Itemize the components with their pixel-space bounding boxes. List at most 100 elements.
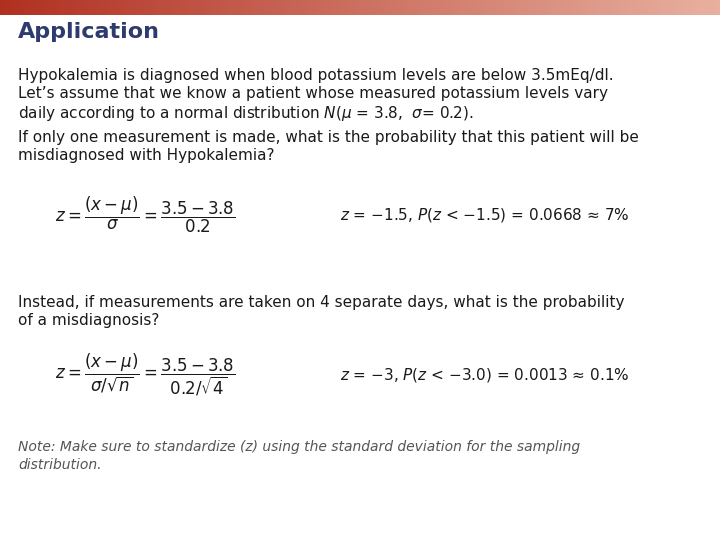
Bar xyxy=(511,0,513,15)
Bar xyxy=(648,0,650,15)
Bar xyxy=(271,0,274,15)
Bar xyxy=(523,0,526,15)
Bar xyxy=(182,0,185,15)
Bar xyxy=(331,0,333,15)
Bar xyxy=(338,0,341,15)
Bar xyxy=(552,0,554,15)
Bar xyxy=(346,0,348,15)
Bar xyxy=(634,0,636,15)
Bar xyxy=(14,0,17,15)
Bar xyxy=(38,0,41,15)
Bar xyxy=(341,0,343,15)
Bar xyxy=(55,0,58,15)
Bar xyxy=(283,0,286,15)
Bar xyxy=(290,0,293,15)
Bar xyxy=(444,0,446,15)
Bar xyxy=(9,0,12,15)
Text: $z$ = −1.5, $P$($z$ < −1.5) = 0.0668 ≈ 7%: $z$ = −1.5, $P$($z$ < −1.5) = 0.0668 ≈ 7… xyxy=(340,206,629,224)
Bar xyxy=(153,0,156,15)
Bar xyxy=(240,0,243,15)
Bar xyxy=(211,0,214,15)
Bar xyxy=(518,0,521,15)
Bar xyxy=(549,0,552,15)
Bar xyxy=(333,0,336,15)
Bar xyxy=(365,0,367,15)
Bar xyxy=(410,0,413,15)
Bar xyxy=(495,0,497,15)
Bar xyxy=(163,0,166,15)
Bar xyxy=(94,0,96,15)
Bar xyxy=(557,0,559,15)
Bar xyxy=(526,0,528,15)
Bar xyxy=(600,0,603,15)
Bar xyxy=(247,0,250,15)
Bar xyxy=(307,0,310,15)
Bar xyxy=(113,0,115,15)
Bar xyxy=(477,0,480,15)
Bar xyxy=(326,0,329,15)
Bar xyxy=(351,0,353,15)
Bar xyxy=(230,0,233,15)
Bar xyxy=(130,0,132,15)
Bar xyxy=(434,0,437,15)
Bar xyxy=(439,0,441,15)
Bar xyxy=(418,0,420,15)
Bar xyxy=(348,0,351,15)
Bar xyxy=(401,0,403,15)
Bar xyxy=(322,0,324,15)
Bar xyxy=(45,0,48,15)
Bar xyxy=(459,0,461,15)
Bar xyxy=(151,0,153,15)
Bar xyxy=(528,0,531,15)
Bar xyxy=(5,0,7,15)
Text: Note: Make sure to standardize (z) using the standard deviation for the sampling: Note: Make sure to standardize (z) using… xyxy=(18,440,580,454)
Bar xyxy=(369,0,372,15)
Bar xyxy=(166,0,168,15)
Bar xyxy=(588,0,590,15)
Bar xyxy=(22,0,24,15)
Bar xyxy=(711,0,713,15)
Bar xyxy=(480,0,482,15)
Bar xyxy=(693,0,696,15)
Bar xyxy=(621,0,624,15)
Bar xyxy=(117,0,120,15)
Bar xyxy=(135,0,137,15)
Bar xyxy=(612,0,614,15)
Bar xyxy=(79,0,81,15)
Bar xyxy=(180,0,182,15)
Bar xyxy=(540,0,542,15)
Bar xyxy=(355,0,358,15)
Bar xyxy=(509,0,511,15)
Bar xyxy=(27,0,29,15)
Bar xyxy=(430,0,432,15)
Bar xyxy=(408,0,410,15)
Bar xyxy=(91,0,94,15)
Bar xyxy=(574,0,576,15)
Bar xyxy=(81,0,84,15)
Bar xyxy=(225,0,228,15)
Bar xyxy=(139,0,142,15)
Bar xyxy=(470,0,473,15)
Bar xyxy=(449,0,451,15)
Bar xyxy=(122,0,125,15)
Bar xyxy=(670,0,672,15)
Bar xyxy=(317,0,319,15)
Bar xyxy=(542,0,545,15)
Bar xyxy=(149,0,151,15)
Bar xyxy=(168,0,171,15)
Bar xyxy=(626,0,629,15)
Bar xyxy=(675,0,677,15)
Bar xyxy=(684,0,686,15)
Bar xyxy=(99,0,101,15)
Bar xyxy=(101,0,103,15)
Bar xyxy=(516,0,518,15)
Bar xyxy=(492,0,495,15)
Bar xyxy=(233,0,235,15)
Bar xyxy=(569,0,571,15)
Bar xyxy=(531,0,533,15)
Bar xyxy=(192,0,194,15)
Bar xyxy=(24,0,27,15)
Bar xyxy=(482,0,485,15)
Bar xyxy=(473,0,475,15)
Bar xyxy=(36,0,38,15)
